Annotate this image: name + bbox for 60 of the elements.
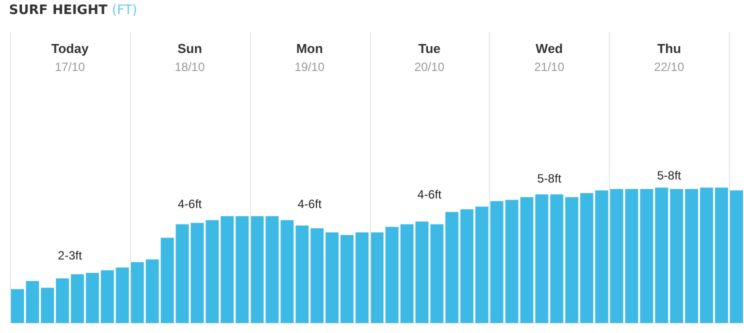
text: 19/10 — [294, 60, 325, 74]
bar — [730, 190, 744, 323]
bar — [356, 232, 369, 323]
bar — [415, 221, 428, 323]
bar — [146, 259, 159, 323]
chart-title: SURF HEIGHT (FT) — [9, 3, 138, 18]
bar — [310, 228, 324, 323]
bar — [40, 288, 54, 323]
bar — [10, 289, 24, 323]
bar — [70, 274, 84, 323]
bar — [100, 270, 114, 323]
bar — [266, 216, 279, 323]
bar — [430, 224, 444, 323]
text: 20/10 — [414, 60, 445, 74]
text: 17/10 — [54, 60, 86, 74]
text: Tue — [418, 41, 441, 56]
bar — [370, 232, 384, 323]
bar — [220, 216, 234, 323]
bar — [326, 232, 339, 323]
text: 5-8ft — [537, 171, 562, 186]
text: 21/10 — [534, 60, 565, 74]
bar — [280, 220, 294, 323]
bar — [625, 189, 638, 323]
bar — [595, 190, 608, 323]
annotation: 2-3ft — [58, 248, 83, 263]
text: Sun — [177, 41, 202, 56]
text: Wed — [536, 41, 563, 56]
bar — [116, 268, 129, 323]
bar — [505, 200, 518, 323]
bar — [56, 278, 69, 323]
annotation: 4-6ft — [298, 197, 322, 212]
text: 22/10 — [654, 60, 684, 74]
bar — [400, 224, 414, 323]
bar — [130, 262, 144, 323]
text: 5-8ft — [657, 168, 682, 183]
bar — [250, 216, 264, 323]
bar — [685, 189, 698, 323]
annotation: 4-6ft — [417, 188, 442, 202]
bar — [236, 216, 249, 323]
text: Mon — [296, 41, 323, 56]
text: 18/10 — [174, 60, 206, 74]
annotation: 4-6ft — [178, 197, 202, 212]
bar — [490, 201, 504, 323]
bar — [640, 189, 654, 323]
bar — [610, 189, 624, 323]
bar — [700, 188, 714, 323]
bar — [670, 189, 684, 323]
bar — [520, 197, 534, 323]
bar — [86, 272, 99, 323]
bar — [385, 226, 398, 323]
bar — [26, 281, 39, 323]
text: Thu — [657, 41, 682, 56]
bar — [460, 209, 474, 323]
bar — [475, 206, 488, 323]
bar — [445, 212, 458, 323]
bar — [715, 188, 728, 323]
bar — [340, 235, 354, 323]
text: Today — [51, 41, 90, 56]
bar — [296, 226, 309, 323]
bar — [655, 188, 668, 323]
